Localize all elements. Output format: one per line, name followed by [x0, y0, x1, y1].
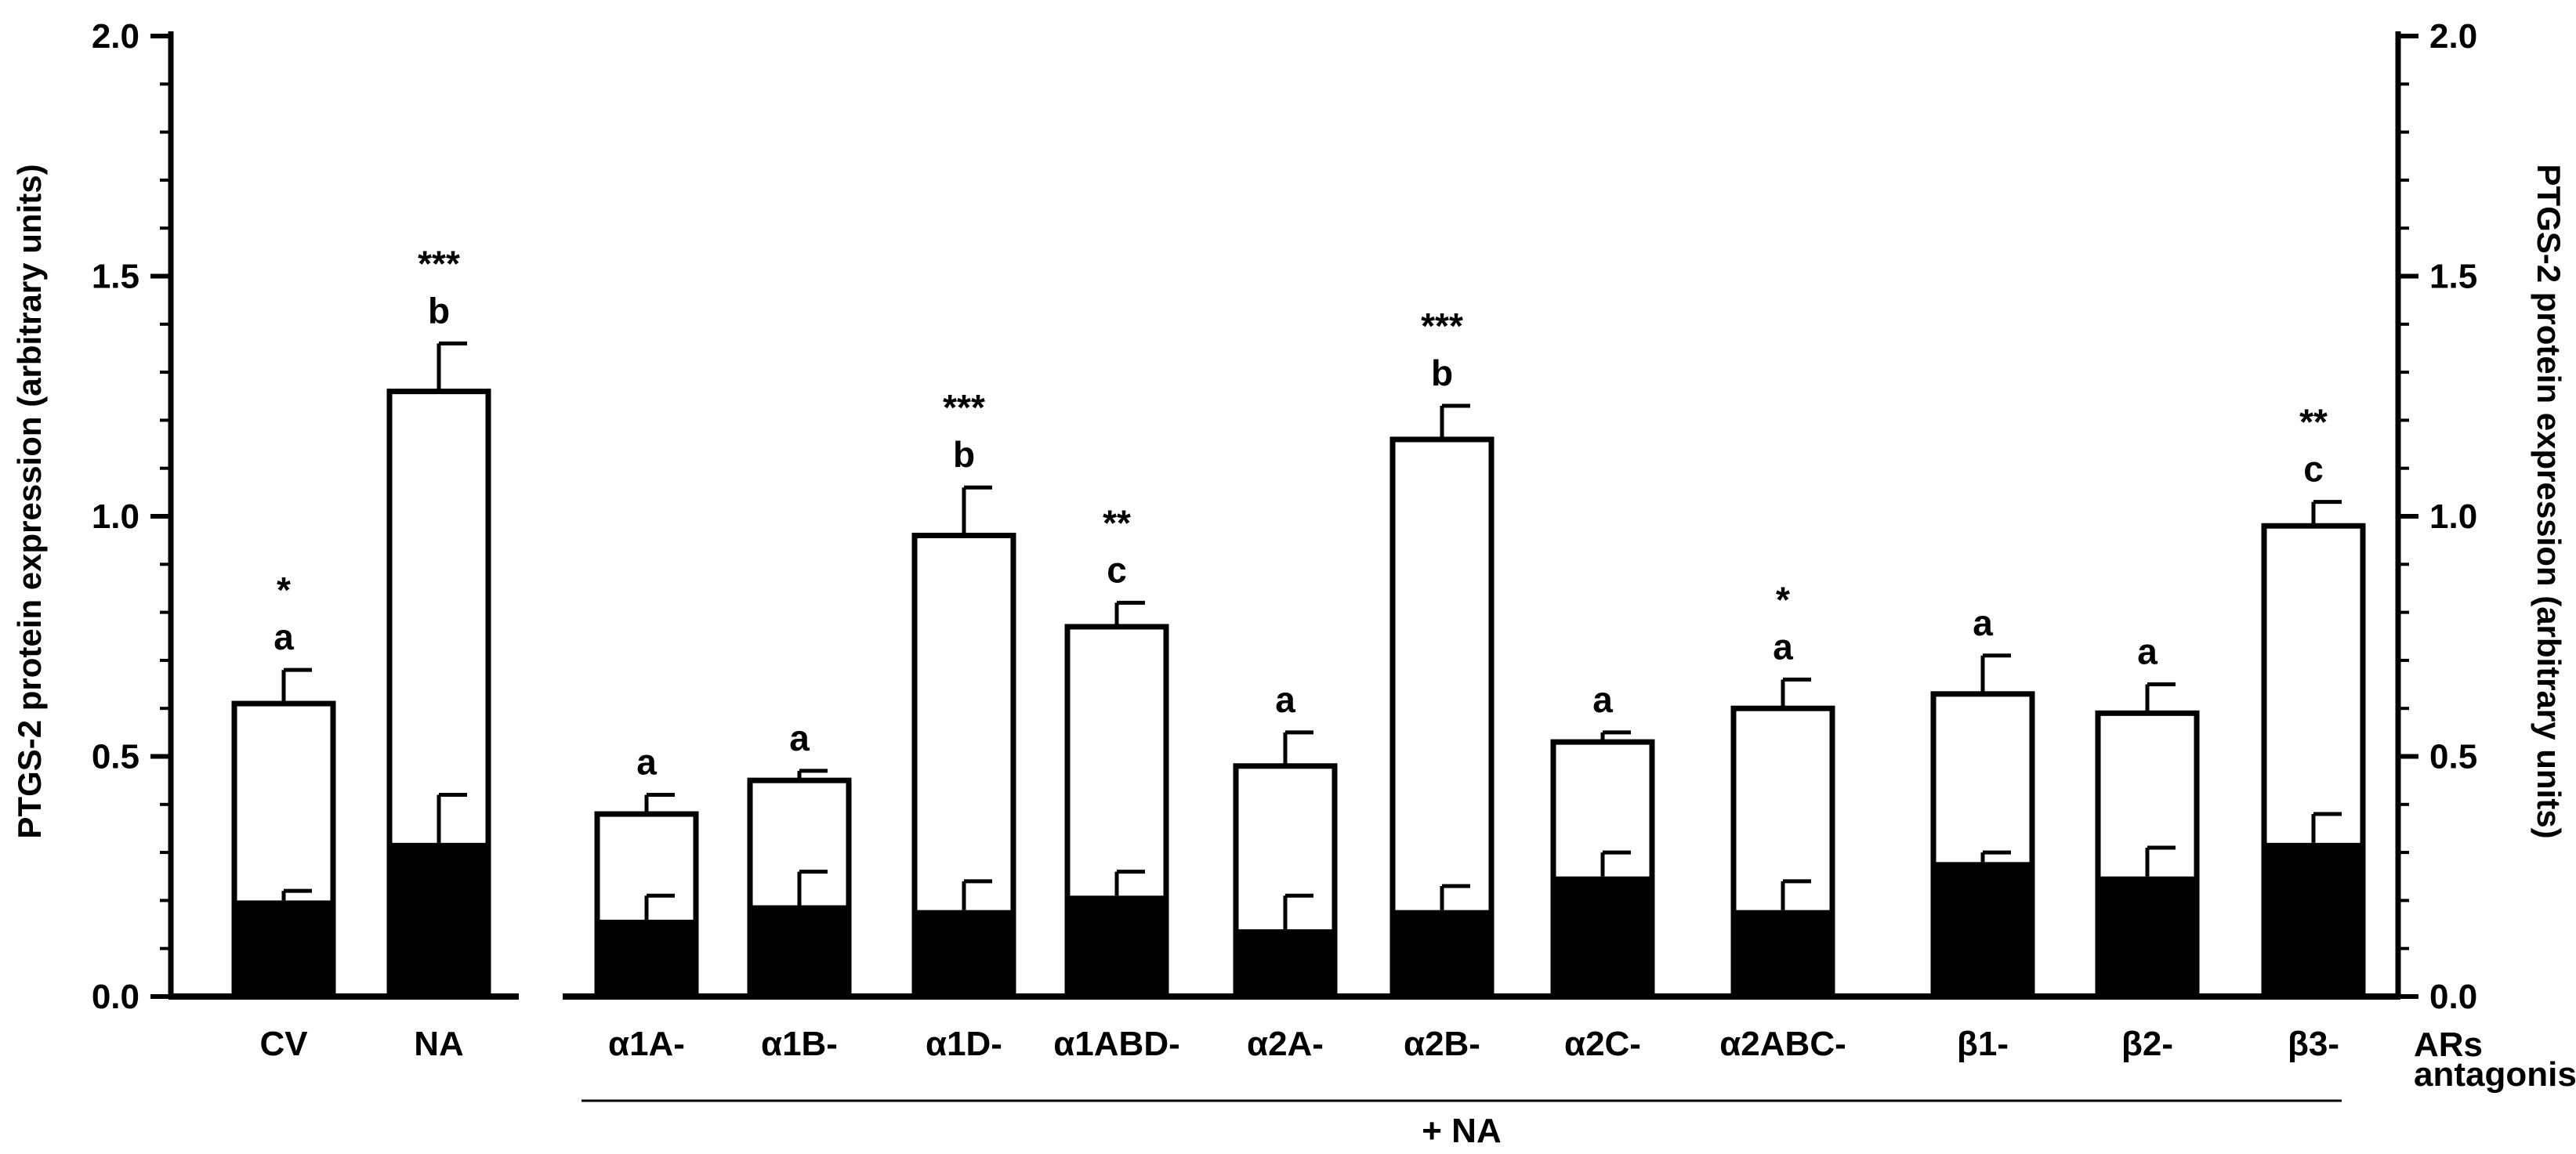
y-tick-label-left: 0.0: [92, 978, 139, 1016]
y-tick-label-right: 1.0: [2429, 497, 2477, 536]
significance-stars: **: [1103, 502, 1131, 543]
significance-letter: a: [1592, 679, 1613, 720]
bar-filled: [1734, 910, 1832, 997]
significance-letter: a: [1275, 679, 1295, 720]
x-category-label: β1-: [1957, 1025, 2009, 1063]
bar-filled: [597, 919, 696, 997]
x-category-label: β3-: [2288, 1025, 2339, 1063]
significance-letter: a: [1973, 602, 1993, 643]
significance-stars: ***: [1421, 306, 1463, 346]
bar-filled: [750, 905, 849, 997]
bar-filled: [234, 900, 333, 997]
bars: [231, 341, 2366, 1000]
y-tick-label-right: 0.5: [2429, 738, 2477, 776]
y-axis-title-right: PTGS-2 protein expression (arbitrary uni…: [2531, 164, 2567, 838]
bar-filled: [1393, 910, 1491, 997]
significance-stars: *: [277, 570, 291, 610]
x-category-label: β2-: [2121, 1025, 2173, 1063]
x-category-label: α1B-: [761, 1025, 838, 1063]
x-category-label: α1D-: [926, 1025, 1002, 1063]
bar-filled: [1933, 862, 2032, 997]
significance-letter: c: [1107, 549, 1127, 590]
bar-filled: [915, 910, 1013, 997]
significance-stars: **: [2299, 402, 2328, 443]
suffix-label-antagonists: antagonists: [2414, 1055, 2576, 1094]
significance-letter: a: [789, 718, 810, 758]
x-category-label: NA: [414, 1025, 464, 1063]
significance-letter: a: [274, 617, 294, 657]
y-tick-label-right: 2.0: [2429, 17, 2477, 56]
bar-filled: [1236, 929, 1335, 997]
significance-letter: b: [953, 434, 975, 475]
x-category-label: α2A-: [1247, 1025, 1324, 1063]
x-category-label: α2ABC-: [1719, 1025, 1846, 1063]
significance-stars: ***: [418, 243, 460, 284]
x-category-label: α2C-: [1564, 1025, 1641, 1063]
significance-stars: ***: [943, 387, 985, 428]
suffix-label-ars: ARs: [2414, 1026, 2483, 1064]
x-category-label: α1A-: [608, 1025, 685, 1063]
group-label: + NA: [1422, 1112, 1501, 1150]
bar-filled: [2264, 842, 2363, 997]
significance-letter: a: [636, 742, 657, 783]
x-category-label: α1ABD-: [1053, 1025, 1180, 1063]
bar-filled: [2098, 876, 2197, 997]
significance-letter: b: [428, 290, 450, 331]
significance-letter: b: [1431, 353, 1453, 393]
annotations: a*CVb***NAaα1A-aα1B-b***α1D-c**α1ABD-aα2…: [259, 243, 2339, 1063]
y-tick-label-left: 1.0: [92, 497, 139, 536]
bar-filled: [389, 842, 488, 997]
y-tick-label-right: 1.5: [2429, 258, 2477, 296]
significance-letter: a: [2137, 631, 2158, 672]
significance-letter: c: [2303, 449, 2324, 490]
bar-filled: [1067, 895, 1166, 997]
bar-filled: [1553, 876, 1652, 997]
y-axis-title-left: PTGS-2 protein expression (arbitrary uni…: [11, 164, 48, 838]
significance-letter: a: [1773, 626, 1793, 667]
x-category-label: α2B-: [1404, 1025, 1480, 1063]
y-tick-label-left: 2.0: [92, 17, 139, 56]
axes: 0.0 0.0 0.5 0.5 1.0 1.0 1.5 1.5 2.0 2.0: [92, 17, 2477, 1016]
significance-stars: *: [1776, 579, 1790, 620]
x-category-label: CV: [259, 1025, 308, 1063]
y-tick-label-left: 0.5: [92, 738, 139, 776]
y-tick-label-left: 1.5: [92, 258, 139, 296]
y-tick-label-right: 0.0: [2429, 978, 2477, 1016]
